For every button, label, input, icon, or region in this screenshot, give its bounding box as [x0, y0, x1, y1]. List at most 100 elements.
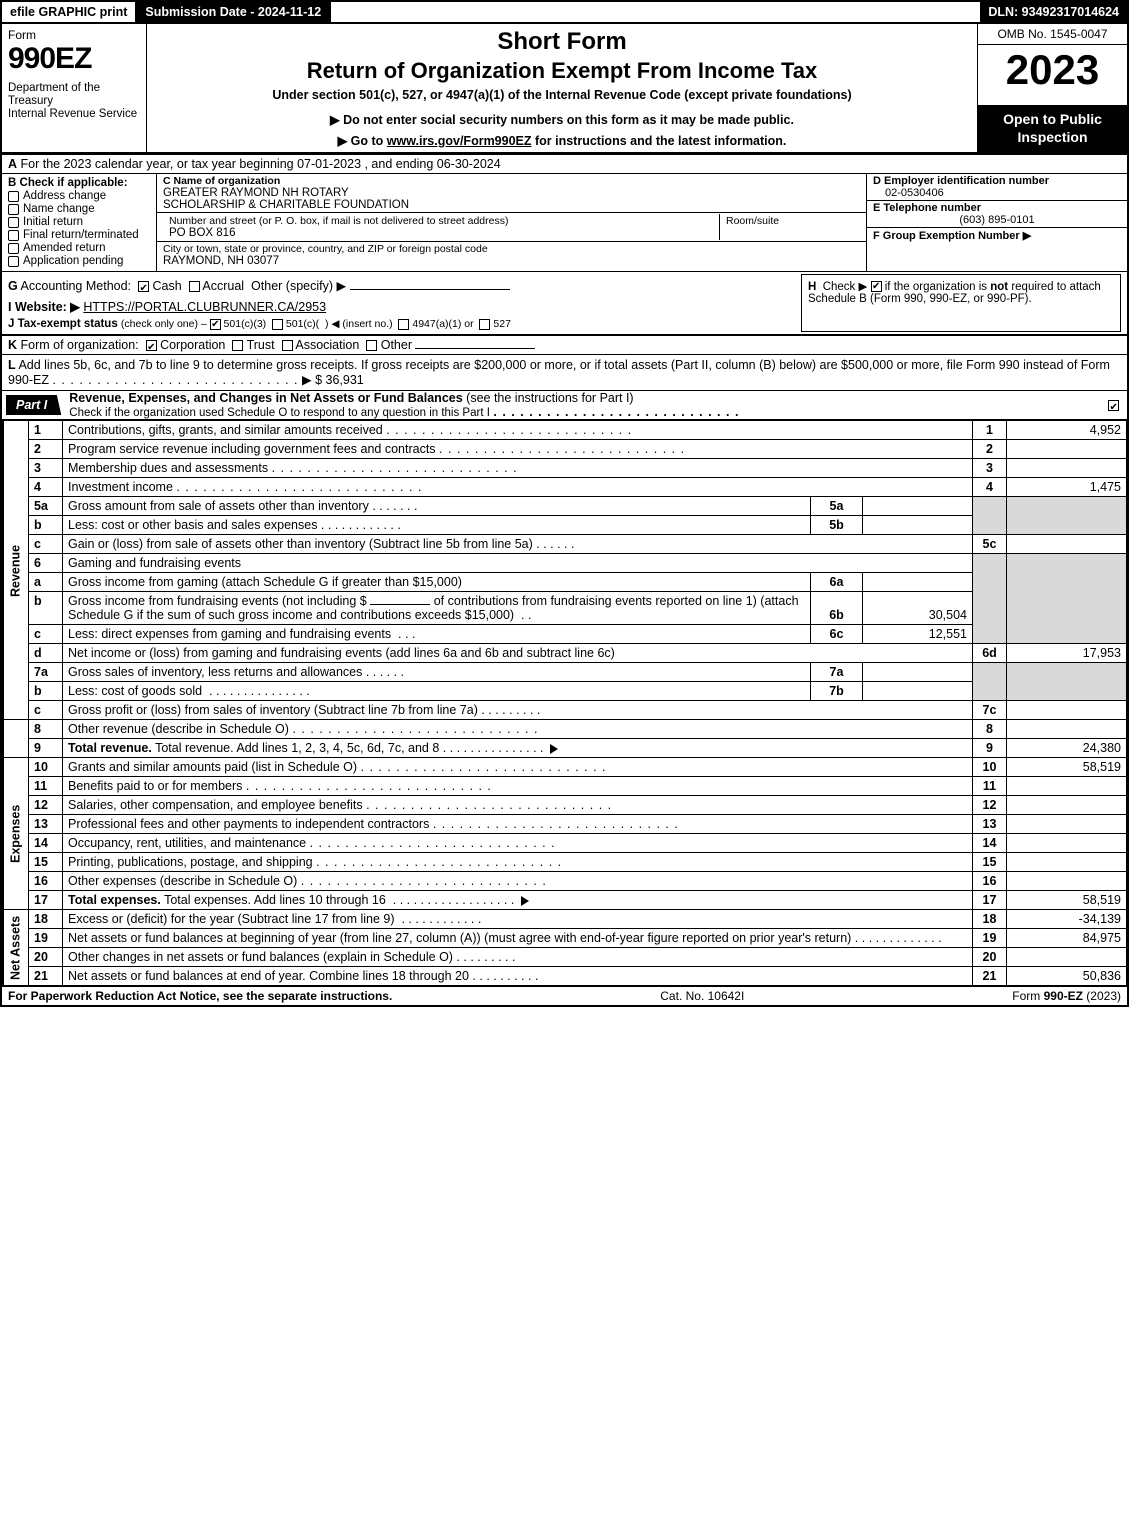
g-other: Other (specify) ▶: [251, 279, 346, 293]
ghij-block: G Accounting Method: Cash Accrual Other …: [0, 272, 1129, 335]
k-other-input[interactable]: [415, 348, 535, 349]
chk-h[interactable]: [871, 281, 882, 292]
i-label: I Website: ▶: [8, 300, 80, 314]
k-opt-0: Corporation: [160, 338, 225, 352]
j-label: J Tax-exempt status: [8, 318, 118, 330]
l1-desc: Contributions, gifts, grants, and simila…: [63, 421, 973, 440]
revenue-label: Revenue: [3, 421, 29, 720]
chk-527[interactable]: [479, 319, 490, 330]
chk-other-org[interactable]: [366, 340, 377, 351]
part1-title: Revenue, Expenses, and Changes in Net As…: [61, 391, 739, 419]
chk-501c[interactable]: [272, 319, 283, 330]
footer-left: For Paperwork Reduction Act Notice, see …: [8, 989, 392, 1003]
open-to-public: Open to Public Inspection: [978, 105, 1127, 152]
expenses-label: Expenses: [3, 758, 29, 910]
k-letter: K: [8, 338, 17, 352]
a-text: For the 2023 calendar year, or tax year …: [21, 157, 501, 171]
a-letter: A: [8, 157, 17, 171]
tax-year: 2023: [978, 45, 1127, 105]
g-cash: Cash: [152, 279, 181, 293]
ssn-note: ▶ Do not enter social security numbers o…: [155, 112, 969, 127]
b-opt-4: Amended return: [23, 242, 105, 254]
grid-wrapper: Revenue 1 Contributions, gifts, grants, …: [0, 420, 1129, 986]
org-name: GREATER RAYMOND NH ROTARY SCHOLARSHIP & …: [163, 187, 860, 211]
chk-cash[interactable]: [138, 281, 149, 292]
form-title: Return of Organization Exempt From Incom…: [155, 58, 969, 84]
bcde-row: B Check if applicable: Address change Na…: [0, 174, 1129, 272]
g-letter: G: [8, 279, 18, 293]
chk-accrual[interactable]: [189, 281, 200, 292]
ein: 02-0530406: [873, 187, 1121, 199]
top-bar: efile GRAPHIC print Submission Date - 20…: [0, 0, 1129, 22]
l1-on: 1: [973, 421, 1007, 440]
b-opt-0: Address change: [23, 190, 106, 202]
footer-right: Form 990-EZ (2023): [1012, 989, 1121, 1003]
g-other-input[interactable]: [350, 289, 510, 290]
col-c: C Name of organization GREATER RAYMOND N…: [157, 174, 867, 271]
omb-number: OMB No. 1545-0047: [978, 24, 1127, 45]
netassets-label: Net Assets: [3, 910, 29, 986]
arrow-icon: [550, 744, 558, 754]
footer: For Paperwork Reduction Act Notice, see …: [0, 986, 1129, 1007]
irs-link[interactable]: www.irs.gov/Form990EZ: [387, 134, 532, 148]
chk-trust[interactable]: [232, 340, 243, 351]
l-amount: $ 36,931: [315, 373, 364, 387]
dots: [52, 373, 298, 387]
b-opt-5: Application pending: [23, 255, 123, 267]
efile-label: efile GRAPHIC print: [2, 2, 137, 22]
g-accrual: Accrual: [202, 279, 244, 293]
dln: DLN: 93492317014624: [980, 2, 1127, 22]
l-letter: L: [8, 358, 16, 372]
chk-final-return[interactable]: [8, 230, 19, 241]
chk-address-change[interactable]: [8, 191, 19, 202]
b-opt-2: Initial return: [23, 216, 83, 228]
chk-assoc[interactable]: [282, 340, 293, 351]
l1-num: 1: [29, 421, 63, 440]
footer-center: Cat. No. 10642I: [660, 989, 744, 1003]
irs-link-line: ▶ Go to www.irs.gov/Form990EZ for instru…: [155, 133, 969, 148]
chk-corp[interactable]: [146, 340, 157, 351]
f-caption: F Group Exemption Number ▶: [873, 230, 1031, 242]
header-left: Form 990EZ Department of the Treasury In…: [2, 24, 147, 152]
chk-initial-return[interactable]: [8, 217, 19, 228]
header-right: OMB No. 1545-0047 2023 Open to Public In…: [977, 24, 1127, 152]
d-caption: D Employer identification number: [873, 175, 1121, 187]
form-subtitle: Under section 501(c), 527, or 4947(a)(1)…: [155, 88, 969, 102]
c-name-caption: C Name of organization: [163, 175, 860, 187]
short-form: Short Form: [155, 28, 969, 56]
h-not: not: [990, 281, 1008, 293]
org-city: RAYMOND, NH 03077: [163, 255, 860, 267]
chk-name-change[interactable]: [8, 204, 19, 215]
c-addr-caption: Number and street (or P. O. box, if mail…: [169, 215, 713, 227]
k-text: Form of organization:: [21, 338, 139, 352]
website[interactable]: HTTPS://PORTAL.CLUBRUNNER.CA/2953: [83, 300, 326, 314]
room-caption: Room/suite: [720, 214, 860, 240]
line-l: L Add lines 5b, 6c, and 7b to line 9 to …: [0, 354, 1129, 391]
chk-4947[interactable]: [398, 319, 409, 330]
b-label: Check if applicable:: [20, 177, 128, 189]
chk-application-pending[interactable]: [8, 256, 19, 267]
b-letter: B: [8, 177, 16, 189]
col-de: D Employer identification number 02-0530…: [867, 174, 1127, 271]
c-city-caption: City or town, state or province, country…: [163, 243, 860, 255]
h-text1: Check ▶: [823, 281, 868, 293]
form-number: 990EZ: [8, 42, 140, 76]
line-a: A For the 2023 calendar year, or tax yea…: [0, 155, 1129, 174]
b-opt-1: Name change: [23, 203, 95, 215]
chk-amended-return[interactable]: [8, 243, 19, 254]
part1-table: Revenue 1 Contributions, gifts, grants, …: [2, 420, 1127, 986]
header-mid: Short Form Return of Organization Exempt…: [147, 24, 977, 152]
phone: (603) 895-0101: [873, 214, 1121, 226]
department: Department of the Treasury Internal Reve…: [8, 82, 140, 122]
e-caption: E Telephone number: [873, 202, 1121, 214]
chk-part1-scho[interactable]: [1108, 400, 1119, 411]
link-pre: ▶ Go to: [338, 134, 387, 148]
k-opt-3: Other: [381, 338, 412, 352]
g-label: Accounting Method:: [21, 279, 132, 293]
k-opt-2: Association: [295, 338, 359, 352]
org-address: PO BOX 816: [169, 227, 713, 239]
col-b: B Check if applicable: Address change Na…: [2, 174, 157, 271]
chk-501c3[interactable]: [210, 319, 221, 330]
h-text2: if the organization is: [885, 281, 990, 293]
part1-tab: Part I: [6, 395, 61, 415]
